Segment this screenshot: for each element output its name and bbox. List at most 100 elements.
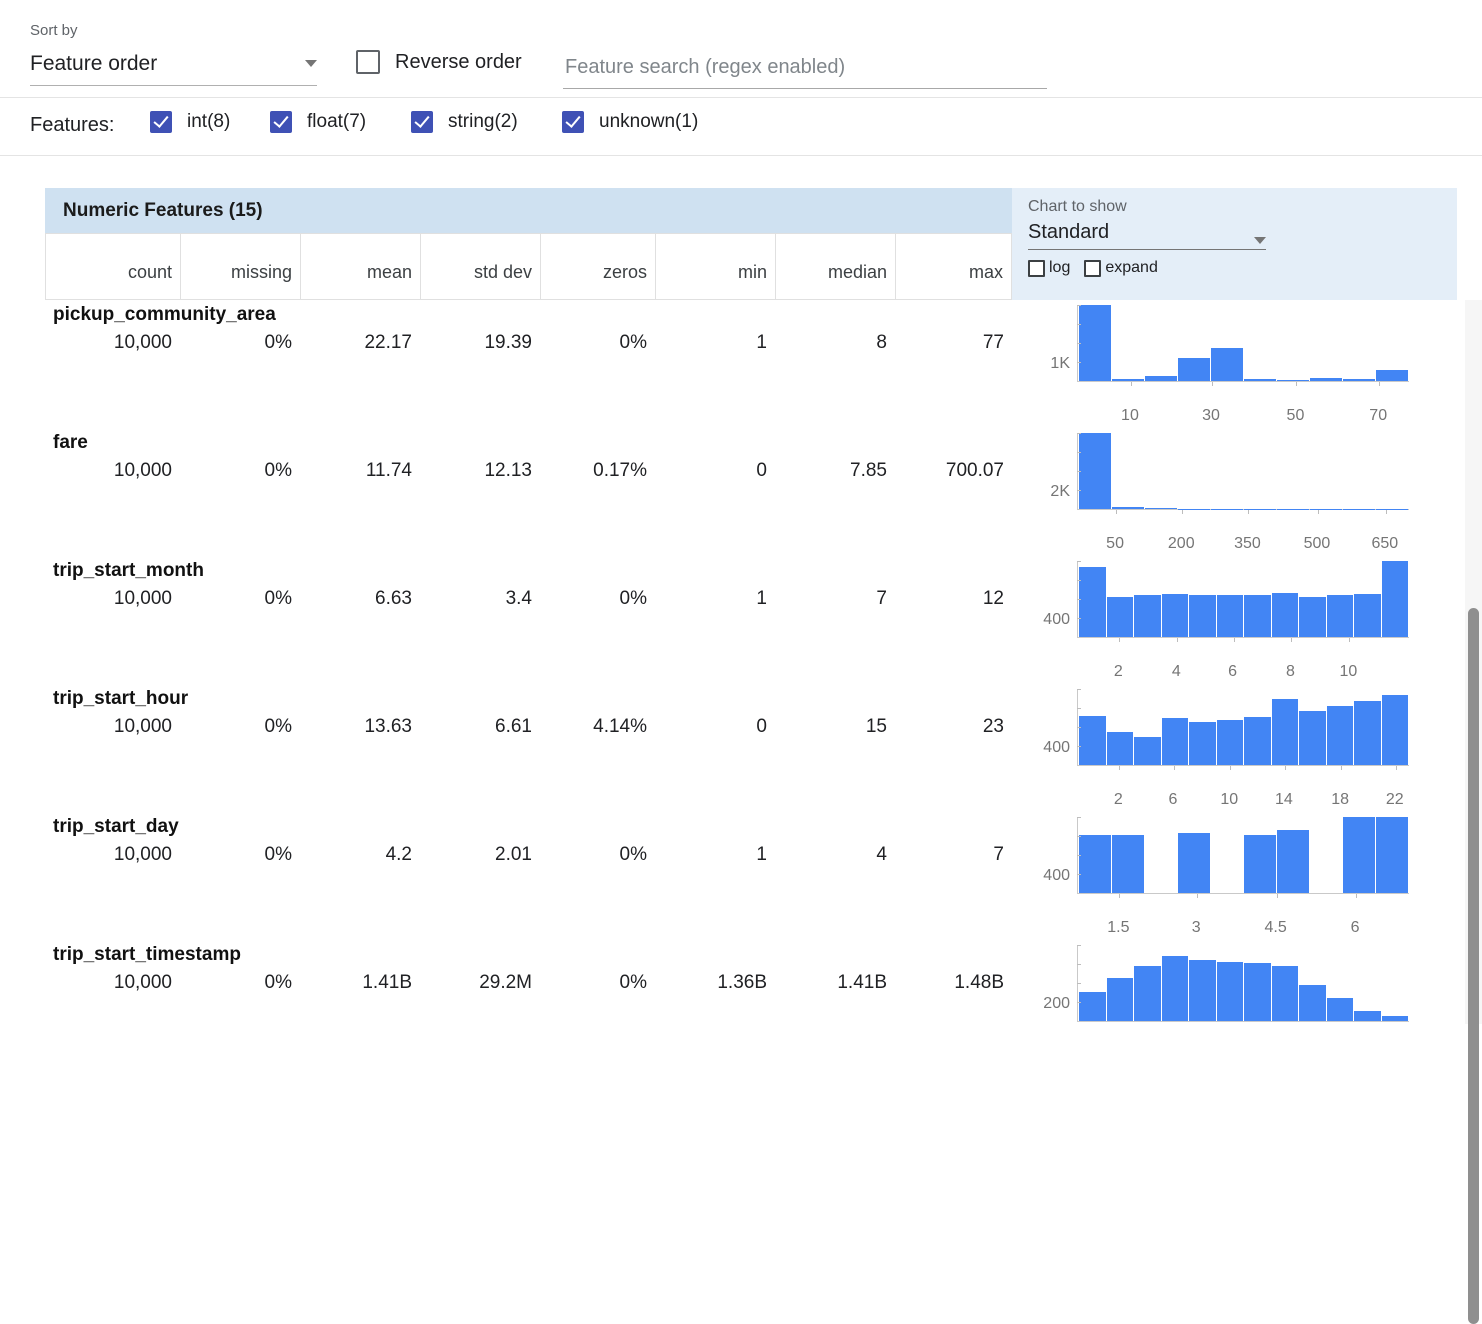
x-tick-mark: [1119, 894, 1120, 898]
stat-mean: 13.63: [300, 716, 420, 738]
filter-string[interactable]: string(2): [411, 111, 518, 133]
histogram-bar: [1343, 817, 1375, 893]
x-tick-mark: [1177, 638, 1178, 642]
y-tick-mark: [1077, 618, 1081, 619]
x-tick-mark: [1116, 510, 1117, 514]
feature-name: fare: [53, 432, 88, 454]
sort-by-select[interactable]: Feature order: [30, 46, 317, 86]
x-tick-mark: [1285, 766, 1286, 770]
y-axis-label: 200: [1020, 995, 1070, 1013]
x-tick-mark: [1356, 894, 1357, 898]
feature-name: trip_start_month: [53, 560, 204, 582]
expand-checkbox[interactable]: [1084, 260, 1101, 277]
histogram-bar: [1244, 595, 1271, 637]
histogram-bar: [1376, 817, 1408, 893]
histogram-bar: [1217, 962, 1244, 1021]
histogram-bar: [1244, 717, 1271, 765]
table-title-bar: Numeric Features (15): [45, 188, 1012, 233]
stat-zeros: 0%: [540, 844, 655, 866]
reverse-order-toggle[interactable]: Reverse order: [356, 50, 522, 74]
histogram-bar: [1244, 379, 1276, 381]
feature-row-trip-start-hour: trip_start_hour 10,000 0% 13.63 6.61 4.1…: [45, 684, 1457, 812]
expand-toggle[interactable]: expand: [1084, 259, 1158, 277]
y-tick-mark: [1077, 305, 1081, 306]
string-checkbox[interactable]: [411, 111, 433, 133]
histogram-bar: [1189, 722, 1216, 765]
y-tick-mark: [1077, 324, 1081, 325]
histogram-bar: [1079, 567, 1106, 637]
filter-float[interactable]: float(7): [270, 111, 366, 133]
histogram-bar: [1310, 378, 1342, 381]
y-tick-mark: [1077, 836, 1081, 837]
sort-by-label: Sort by: [30, 22, 78, 39]
x-tick-label: 50: [1287, 407, 1305, 425]
y-tick-mark: [1077, 471, 1081, 472]
histogram-bar: [1376, 370, 1408, 381]
histogram-bar: [1277, 830, 1309, 893]
histogram-bar: [1299, 711, 1326, 765]
x-tick-label: 2: [1114, 663, 1123, 681]
stat-count: 10,000: [45, 844, 180, 866]
x-axis-ticks: [1077, 1047, 1408, 1067]
log-toggle[interactable]: log: [1028, 259, 1070, 277]
histogram-bar: [1107, 732, 1134, 765]
histogram-bar: [1079, 433, 1111, 509]
stat-max: 77: [895, 332, 1012, 354]
string-label: string(2): [448, 111, 518, 133]
x-tick-mark: [1341, 766, 1342, 770]
x-tick-label: 50: [1106, 535, 1124, 553]
histogram-bar: [1382, 561, 1409, 637]
x-tick-label: 200: [1168, 535, 1195, 553]
histogram-bar: [1327, 998, 1354, 1021]
reverse-order-checkbox[interactable]: [356, 50, 380, 74]
histogram-bar: [1189, 960, 1216, 1021]
stats-row: 10,000 0% 4.2 2.01 0% 1 4 7: [45, 844, 1012, 866]
histogram-bar: [1272, 699, 1299, 765]
y-axis-label: 400: [1020, 611, 1070, 629]
int-checkbox[interactable]: [150, 111, 172, 133]
histogram-bar: [1079, 305, 1111, 381]
stat-mean: 6.63: [300, 588, 420, 610]
histogram-bar: [1354, 701, 1381, 765]
x-tick-mark: [1277, 894, 1278, 898]
y-tick-mark: [1077, 580, 1081, 581]
x-tick-mark: [1318, 510, 1319, 514]
filter-int[interactable]: int(8): [150, 111, 230, 133]
stat-missing: 0%: [180, 588, 300, 610]
histogram-bar: [1145, 508, 1177, 509]
histogram-plot: [1077, 945, 1409, 1022]
column-header-stddev: std dev: [420, 233, 540, 300]
histogram-bar: [1382, 1016, 1409, 1021]
unknown-checkbox[interactable]: [562, 111, 584, 133]
histogram-bar: [1112, 507, 1144, 509]
stat-missing: 0%: [180, 972, 300, 994]
chevron-down-icon: [1254, 237, 1266, 244]
x-tick-label: 14: [1275, 791, 1293, 809]
vertical-scrollbar-thumb[interactable]: [1468, 608, 1479, 1324]
stat-max: 23: [895, 716, 1012, 738]
log-checkbox[interactable]: [1028, 260, 1045, 277]
x-tick-mark: [1296, 382, 1297, 386]
y-tick-mark: [1077, 561, 1081, 562]
histogram-bar: [1134, 595, 1161, 637]
y-tick-mark: [1077, 599, 1081, 600]
chart-type-select[interactable]: Standard: [1028, 218, 1266, 250]
x-tick-label: 10: [1340, 663, 1358, 681]
y-axis-label: 1K: [1020, 355, 1070, 373]
stat-min: 1: [655, 844, 775, 866]
x-tick-mark: [1230, 766, 1231, 770]
feature-search-input[interactable]: [563, 46, 1047, 89]
float-label: float(7): [307, 111, 366, 133]
stat-max: 7: [895, 844, 1012, 866]
histogram-bar: [1272, 966, 1299, 1021]
log-label: log: [1049, 259, 1070, 277]
histogram-bar: [1189, 595, 1216, 637]
scrollbar-track[interactable]: [1465, 300, 1482, 1024]
histogram-bar: [1134, 737, 1161, 765]
chart-to-show-label: Chart to show: [1028, 198, 1457, 216]
feature-name: pickup_community_area: [53, 304, 276, 326]
float-checkbox[interactable]: [270, 111, 292, 133]
filter-unknown[interactable]: unknown(1): [562, 111, 698, 133]
